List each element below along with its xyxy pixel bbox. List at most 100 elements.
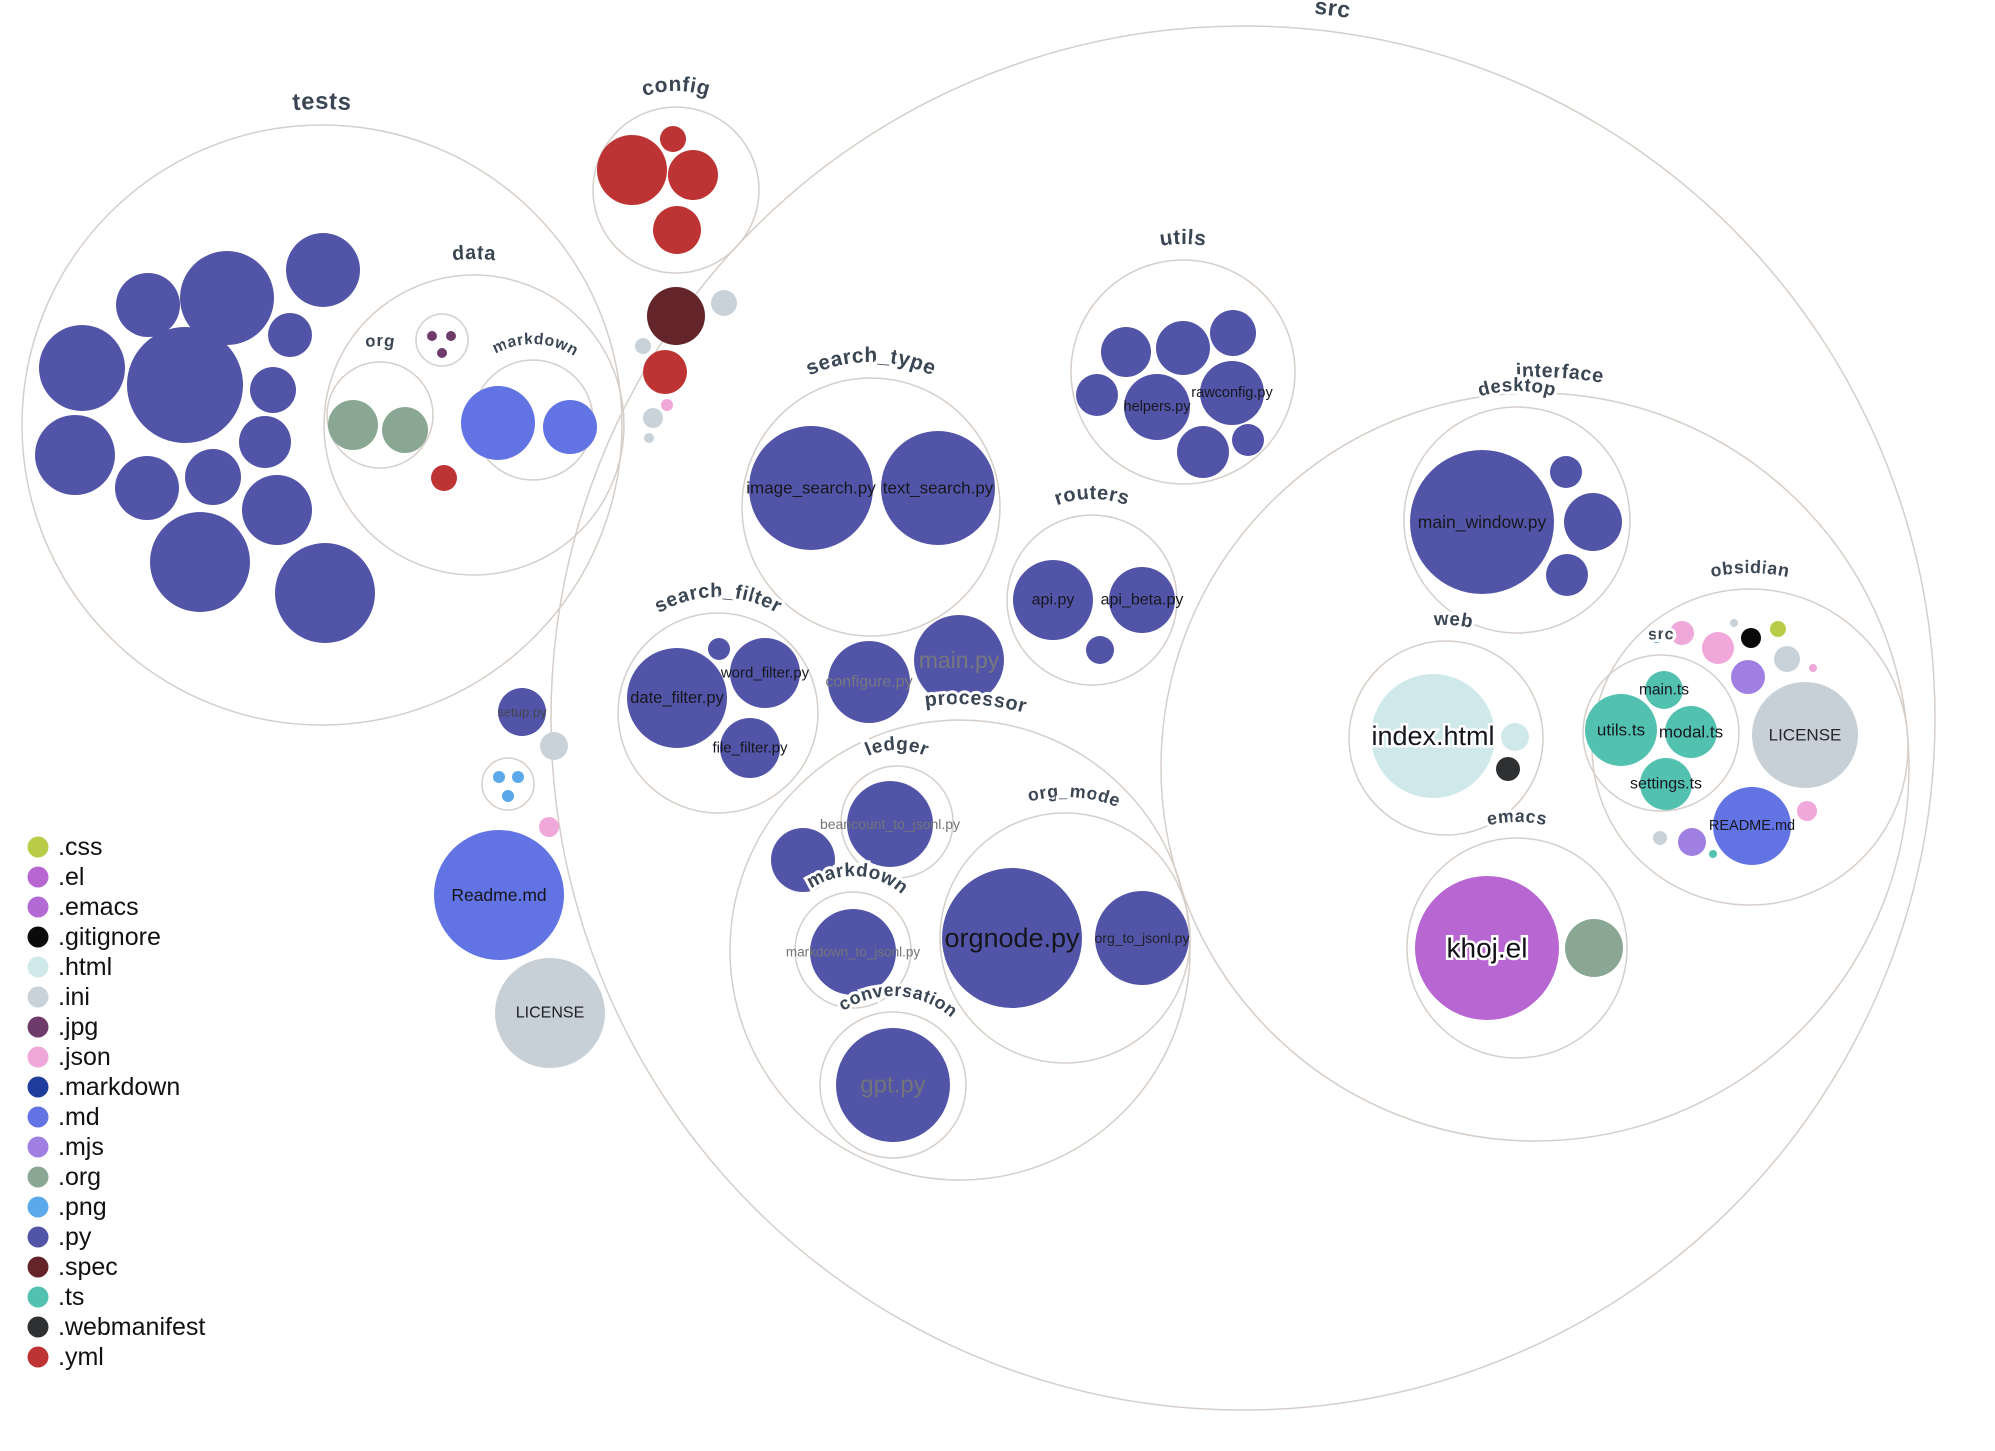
file-png-file-circle — [502, 790, 514, 802]
legend-label-el: .el — [58, 863, 84, 891]
legend-item-emacs: .emacs — [27, 893, 139, 921]
file-khoj-el-label: khoj.el — [1447, 933, 1528, 964]
file-ini-file-circle — [1774, 646, 1800, 672]
file-setup-py-circle — [498, 688, 546, 736]
legend-swatch-yml — [27, 1346, 49, 1368]
folder-interface-circle — [1160, 392, 1910, 1142]
file-org-to-jsonl-py-circle — [1095, 891, 1189, 985]
file-readme-md-label: Readme.md — [451, 885, 546, 905]
file-main-ts-circle — [1645, 671, 1683, 709]
file-markdown-to-jsonl-py-label: markdown_to_jsonl.py — [786, 945, 921, 960]
legend-label-webmanifest: .webmanifest — [58, 1313, 205, 1341]
folder-web-circle — [1348, 640, 1544, 836]
file-py-file-circle — [771, 828, 835, 892]
file-py-file-circle — [180, 251, 274, 345]
file-labels-layer: setup.py Readme.md LICENSE image_search.py t… — [451, 385, 1841, 1099]
legend-label-html: .html — [58, 953, 112, 981]
file-file-filter-py-circle — [720, 718, 780, 778]
legend-item-css: .css — [27, 833, 102, 861]
legend-label-ini: .ini — [58, 983, 90, 1011]
file-png-file-circle — [493, 771, 505, 783]
legend-swatch-md — [27, 1106, 49, 1128]
legend-swatch-ts — [27, 1286, 49, 1308]
folder-ledger-circle — [840, 765, 954, 879]
folder-org-mode-circle — [939, 812, 1191, 1064]
file-license-circle — [1752, 682, 1858, 788]
file-py-file-circle — [116, 273, 180, 337]
file-py-file-circle — [150, 512, 250, 612]
file-py-file-circle — [1156, 321, 1210, 375]
file-beancount-to-jsonl-py-label: beancount_to_jsonl.py — [820, 816, 960, 832]
folder-search-type-circle — [741, 377, 1001, 637]
folder-conversation-circle — [819, 1011, 967, 1159]
legend-label-css: .css — [58, 833, 102, 861]
file-py-file-circle — [1177, 426, 1229, 478]
file-py-file-circle — [1076, 374, 1118, 416]
file-modal-ts-circle — [1665, 706, 1717, 758]
file-json-file-circle — [1702, 632, 1734, 664]
file-ini-file-circle — [1653, 831, 1667, 845]
legend-item-json: .json — [27, 1043, 111, 1071]
legend-label-md: .md — [58, 1103, 100, 1131]
legend-item-yml: .yml — [27, 1343, 104, 1371]
file-css-file-circle — [1770, 621, 1786, 637]
file-py-file-circle — [708, 638, 730, 660]
folder-org-circle — [326, 361, 434, 469]
file-main-ts-label: main.ts — [1639, 682, 1689, 699]
file-markdown-to-jsonl-py-circle — [810, 909, 896, 995]
file-configure-py-circle — [828, 641, 910, 723]
file-png-file-circle — [512, 771, 524, 783]
legend-swatch-markdown — [27, 1076, 49, 1098]
folder-config-circle — [592, 106, 760, 274]
file-gitignore-file-circle — [1741, 628, 1761, 648]
file-index-html-circle — [1371, 674, 1495, 798]
file-py-file-circle — [1546, 554, 1588, 596]
legend-label-jpg: .jpg — [58, 1013, 98, 1041]
file-py-file-circle — [1210, 310, 1256, 356]
file-gpt-py-label: gpt.py — [860, 1072, 925, 1099]
file-text-search-py-label: text_search.py — [883, 479, 994, 498]
file-license-label: LICENSE — [516, 1005, 584, 1022]
file-org-file-circle — [382, 407, 428, 453]
file-webmanifest-file-circle — [1496, 757, 1520, 781]
folder-tests-circle — [21, 124, 623, 726]
legend-swatch-png — [27, 1196, 49, 1218]
legend-swatch-css — [27, 836, 49, 858]
legend-swatch-emacs — [27, 896, 49, 918]
legend-item-html: .html — [27, 953, 112, 981]
file-jpg-file-circle — [427, 331, 437, 341]
folder-search-filter-label: search_filter — [651, 580, 786, 618]
folder-config-label: config — [639, 73, 713, 101]
file-py-file-circle — [239, 416, 291, 468]
folder-org-mode-label: org_mode — [1026, 781, 1123, 811]
legend-item-png: .png — [27, 1193, 107, 1221]
file-license-label: LICENSE — [1769, 726, 1842, 745]
file-html-file-circle — [1501, 723, 1529, 751]
file-py-file-circle — [1564, 493, 1622, 551]
folder-src-circle — [1582, 654, 1740, 812]
legend-label-org: .org — [58, 1163, 101, 1191]
file-json-file-circle — [539, 817, 559, 837]
legend-item-spec: .spec — [27, 1253, 118, 1281]
legend-item-md: .md — [27, 1103, 100, 1131]
file-utils-ts-circle — [1585, 694, 1657, 766]
legend-swatch-org — [27, 1166, 49, 1188]
legend-label-gitignore: .gitignore — [58, 923, 161, 951]
file-main-window-py-label: main_window.py — [1418, 512, 1547, 533]
file-helpers-py-circle — [1124, 374, 1190, 440]
legend-label-emacs: .emacs — [58, 893, 139, 921]
legend-swatch-spec — [27, 1256, 49, 1278]
folder-search-type-label: search_type — [802, 344, 939, 380]
file-py-file-circle — [250, 367, 296, 413]
file-py-file-circle — [1101, 327, 1151, 377]
folder-data-label: data — [451, 242, 497, 265]
file-py-file-circle — [127, 327, 243, 443]
file-gpt-py-circle — [836, 1028, 950, 1142]
legend-label-mjs: .mjs — [58, 1133, 104, 1161]
legend-swatch-json — [27, 1046, 49, 1068]
folder-markdown-circle — [794, 891, 912, 1009]
folder-markdown-label: markdown — [490, 331, 581, 360]
file-rawconfig-py-label: rawconfig.py — [1191, 385, 1273, 401]
legend-swatch-webmanifest — [27, 1316, 49, 1338]
